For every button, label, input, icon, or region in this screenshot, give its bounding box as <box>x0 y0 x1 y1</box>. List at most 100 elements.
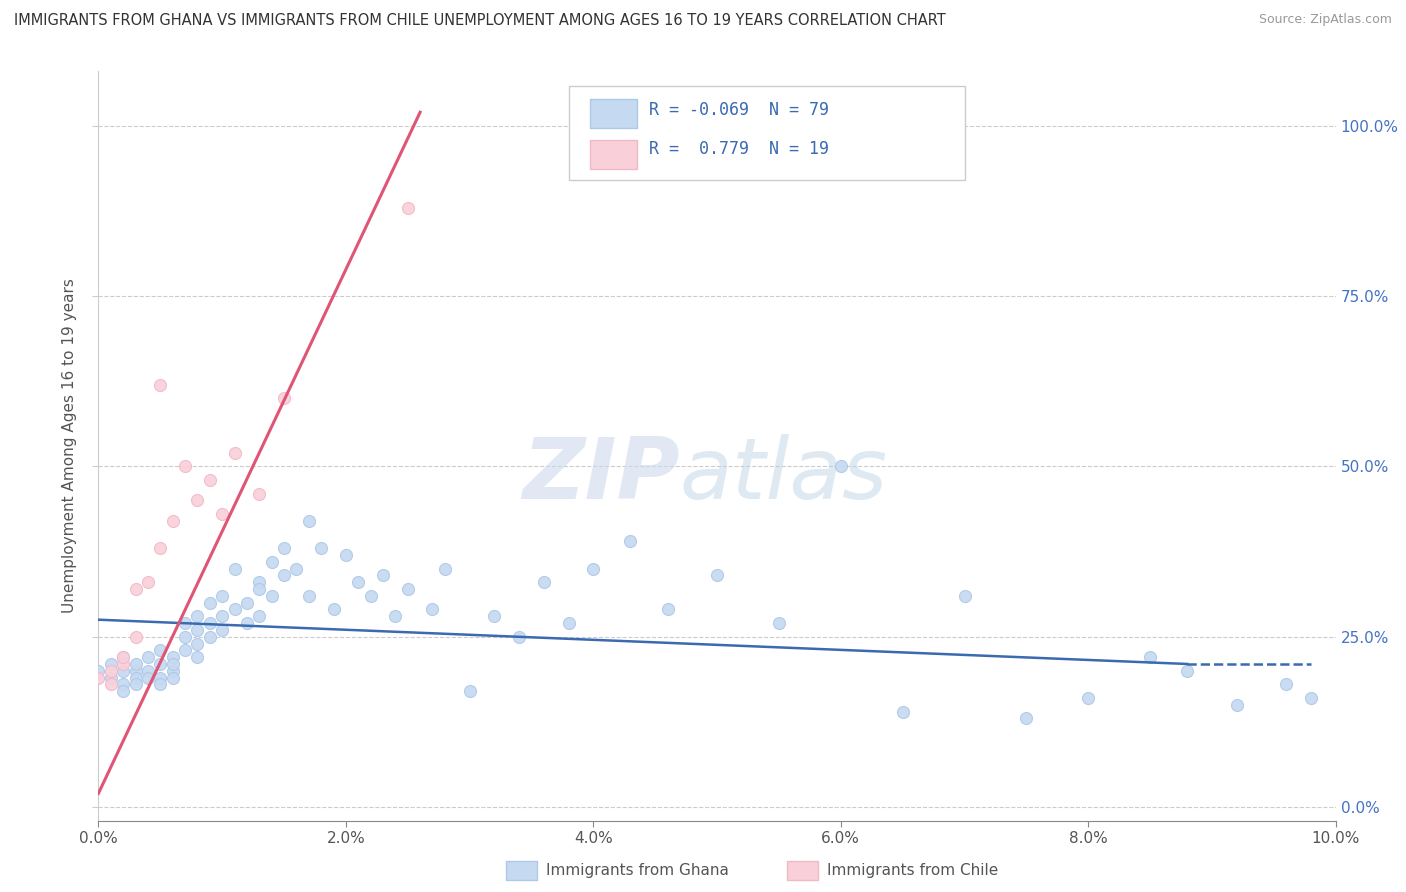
Point <box>433 561 456 575</box>
Point <box>112 650 135 665</box>
Point <box>136 575 159 590</box>
Point <box>247 575 270 590</box>
Point <box>162 650 184 665</box>
Point <box>533 575 555 590</box>
Point <box>247 582 270 596</box>
Point <box>335 548 357 562</box>
Point <box>273 568 295 582</box>
Point <box>186 609 208 624</box>
Point <box>347 575 370 590</box>
Point <box>112 650 135 665</box>
Point <box>174 616 197 631</box>
Point <box>174 630 197 644</box>
Point <box>149 657 172 671</box>
Point <box>298 589 321 603</box>
Point <box>260 589 283 603</box>
Text: Immigrants from Chile: Immigrants from Chile <box>827 863 998 878</box>
Point <box>100 677 122 691</box>
Point <box>1226 698 1249 712</box>
Point <box>619 534 641 549</box>
Point <box>830 459 852 474</box>
Point <box>124 671 146 685</box>
Point <box>236 596 259 610</box>
Point <box>198 616 221 631</box>
Point <box>100 671 122 685</box>
Point <box>309 541 332 556</box>
Point <box>1299 691 1322 706</box>
Point <box>582 561 605 575</box>
Point <box>124 657 146 671</box>
Point <box>100 657 122 671</box>
Point <box>149 677 172 691</box>
Point <box>384 609 406 624</box>
Point <box>136 671 159 685</box>
Point <box>657 602 679 616</box>
Point <box>360 589 382 603</box>
Point <box>198 630 221 644</box>
Point <box>211 589 233 603</box>
FancyBboxPatch shape <box>589 140 637 169</box>
Point <box>273 541 295 556</box>
Point <box>1015 711 1038 725</box>
Text: Source: ZipAtlas.com: Source: ZipAtlas.com <box>1258 13 1392 27</box>
Point <box>124 677 146 691</box>
Point <box>322 602 344 616</box>
Point <box>458 684 481 698</box>
Point <box>186 636 208 650</box>
Point <box>211 623 233 637</box>
Point <box>149 377 172 392</box>
FancyBboxPatch shape <box>568 87 965 180</box>
Point <box>186 650 208 665</box>
Point <box>1139 650 1161 665</box>
Point <box>162 671 184 685</box>
Point <box>211 507 233 521</box>
Point <box>371 568 394 582</box>
Point <box>162 514 184 528</box>
Point <box>891 705 914 719</box>
Point <box>1275 677 1298 691</box>
Text: IMMIGRANTS FROM GHANA VS IMMIGRANTS FROM CHILE UNEMPLOYMENT AMONG AGES 16 TO 19 : IMMIGRANTS FROM GHANA VS IMMIGRANTS FROM… <box>14 13 946 29</box>
Point <box>124 582 146 596</box>
Point <box>1077 691 1099 706</box>
Y-axis label: Unemployment Among Ages 16 to 19 years: Unemployment Among Ages 16 to 19 years <box>62 278 77 614</box>
Point <box>100 664 122 678</box>
Text: ZIP: ZIP <box>522 434 681 517</box>
Point <box>422 602 444 616</box>
Point <box>273 392 295 406</box>
Point <box>224 602 246 616</box>
Point <box>298 514 321 528</box>
Point <box>508 630 530 644</box>
Point <box>236 616 259 631</box>
FancyBboxPatch shape <box>589 99 637 128</box>
Point <box>285 561 308 575</box>
Point <box>87 671 110 685</box>
Point <box>396 582 419 596</box>
Point <box>112 677 135 691</box>
Point <box>768 616 790 631</box>
Point <box>953 589 976 603</box>
Point <box>112 657 135 671</box>
Text: atlas: atlas <box>681 434 889 517</box>
Point <box>87 664 110 678</box>
Point <box>186 493 208 508</box>
Point <box>124 664 146 678</box>
Point <box>557 616 579 631</box>
Point <box>186 623 208 637</box>
Point <box>112 664 135 678</box>
Point <box>198 596 221 610</box>
Point <box>1175 664 1198 678</box>
Point <box>211 609 233 624</box>
Text: R = -0.069  N = 79: R = -0.069 N = 79 <box>650 101 830 119</box>
Point <box>124 630 146 644</box>
Point <box>396 201 419 215</box>
Text: R =  0.779  N = 19: R = 0.779 N = 19 <box>650 140 830 158</box>
Point <box>174 459 197 474</box>
Point <box>174 643 197 657</box>
Point <box>162 657 184 671</box>
Point <box>260 555 283 569</box>
Point <box>247 609 270 624</box>
Point <box>136 650 159 665</box>
Point <box>162 664 184 678</box>
Point <box>484 609 506 624</box>
Point <box>149 541 172 556</box>
